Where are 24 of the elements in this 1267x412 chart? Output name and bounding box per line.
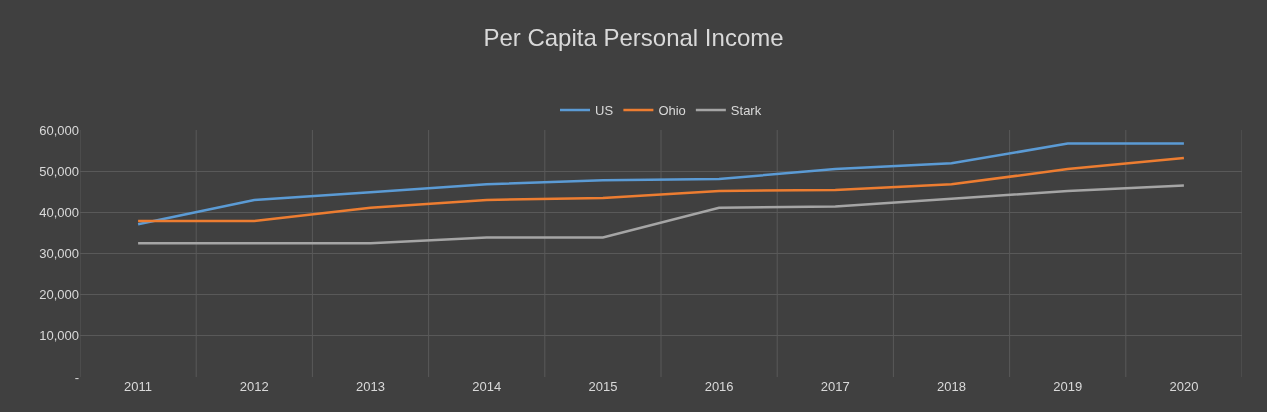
x-tick-label: 2012 <box>239 379 269 394</box>
x-tick-label: 2013 <box>356 379 385 394</box>
legend-label: Ohio <box>658 103 686 119</box>
x-tick-label: 2017 <box>820 379 850 394</box>
y-tick-label: 20,000 <box>39 287 79 303</box>
legend-label: Stark <box>730 103 762 119</box>
y-tick-label: 50,000 <box>39 163 79 179</box>
x-tick-label: 2018 <box>937 379 966 394</box>
line-series <box>136 156 1186 223</box>
x-tick-label: 2020 <box>1169 379 1199 394</box>
y-tick-label: 60,000 <box>39 122 79 138</box>
y-tick-label: - <box>74 369 79 385</box>
y-tick-label: 10,000 <box>39 328 79 344</box>
legend-label: US <box>595 103 614 119</box>
line-series <box>136 184 1186 245</box>
chart-title: Per Capita Personal Income <box>483 23 784 51</box>
y-tick-label: 30,000 <box>39 246 79 262</box>
x-tick-label: 2011 <box>124 379 153 394</box>
y-tick-label: 40,000 <box>39 204 79 220</box>
x-tick-label: 2016 <box>704 379 734 394</box>
x-tick-label: 2015 <box>588 379 618 394</box>
x-tick-label: 2019 <box>1053 379 1083 394</box>
line-series <box>136 142 1186 226</box>
x-tick-label: 2014 <box>472 379 502 394</box>
